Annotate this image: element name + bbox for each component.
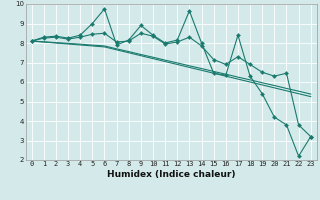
X-axis label: Humidex (Indice chaleur): Humidex (Indice chaleur): [107, 170, 236, 179]
